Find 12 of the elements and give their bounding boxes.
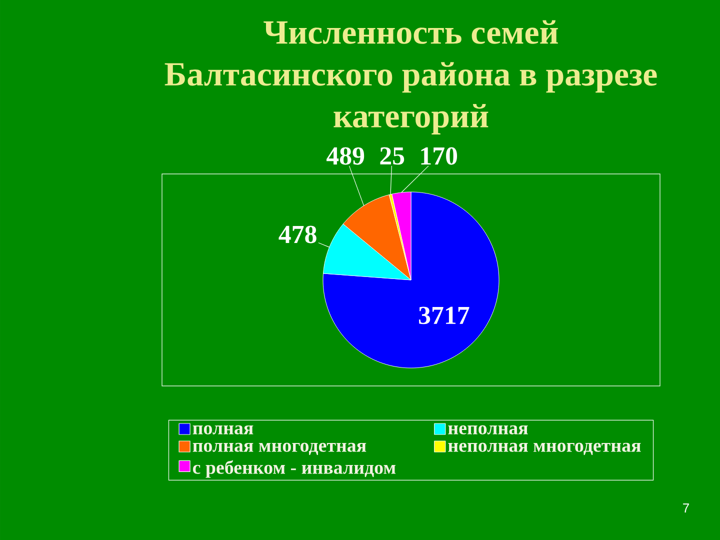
legend-label: неполная (448, 425, 528, 434)
data-label: 489 (326, 147, 364, 165)
legend-label: полная многодетная (192, 442, 366, 456)
legend-label: с ребенком - инвалидом (192, 460, 396, 478)
data-label: 3717 (419, 306, 470, 324)
chart-title: Численность семей Балтасинского района в разрезе категорий (164, 20, 657, 134)
data-label: 25 (380, 147, 404, 165)
legend-label: полная (192, 425, 254, 434)
text: 7 (683, 504, 689, 512)
legend-label: неполная многодетная (448, 442, 641, 456)
data-label: 478 (278, 226, 316, 244)
data-label: 170 (421, 147, 458, 165)
